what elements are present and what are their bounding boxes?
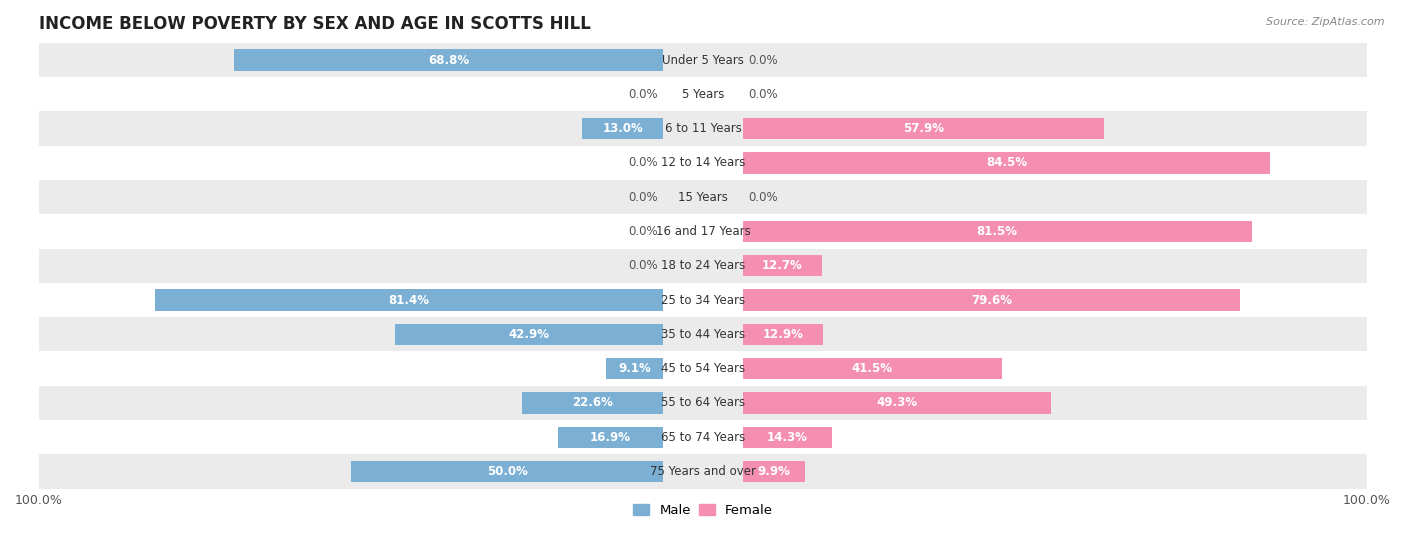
Text: 13.0%: 13.0% <box>602 122 643 135</box>
Bar <box>606 358 664 379</box>
Text: 35 to 44 Years: 35 to 44 Years <box>661 328 745 341</box>
Bar <box>39 43 1367 77</box>
Text: 22.6%: 22.6% <box>572 396 613 410</box>
Bar <box>742 290 1240 311</box>
Text: 84.5%: 84.5% <box>986 156 1028 170</box>
Text: 42.9%: 42.9% <box>509 328 550 341</box>
Text: 0.0%: 0.0% <box>628 259 658 272</box>
Bar <box>39 352 1367 386</box>
Text: 9.1%: 9.1% <box>619 362 651 375</box>
Bar <box>39 77 1367 112</box>
Text: 79.6%: 79.6% <box>970 294 1012 306</box>
Text: 68.8%: 68.8% <box>427 54 470 66</box>
Text: 0.0%: 0.0% <box>628 191 658 204</box>
Text: Source: ZipAtlas.com: Source: ZipAtlas.com <box>1267 17 1385 27</box>
Bar <box>155 290 664 311</box>
Text: 65 to 74 Years: 65 to 74 Years <box>661 431 745 444</box>
Text: 9.9%: 9.9% <box>758 465 790 478</box>
Text: INCOME BELOW POVERTY BY SEX AND AGE IN SCOTTS HILL: INCOME BELOW POVERTY BY SEX AND AGE IN S… <box>39 15 591 33</box>
Bar <box>558 426 664 448</box>
Bar <box>742 152 1270 174</box>
Legend: Male, Female: Male, Female <box>627 498 779 522</box>
Bar <box>742 426 832 448</box>
Bar <box>39 386 1367 420</box>
Text: 16.9%: 16.9% <box>591 431 631 444</box>
Bar <box>39 283 1367 317</box>
Bar <box>39 454 1367 489</box>
Text: 81.4%: 81.4% <box>388 294 430 306</box>
Text: 0.0%: 0.0% <box>748 54 778 66</box>
Text: 6 to 11 Years: 6 to 11 Years <box>665 122 741 135</box>
Bar <box>39 112 1367 146</box>
Text: 41.5%: 41.5% <box>852 362 893 375</box>
Text: 0.0%: 0.0% <box>748 88 778 101</box>
Bar <box>742 358 1002 379</box>
Text: Under 5 Years: Under 5 Years <box>662 54 744 66</box>
Bar <box>233 50 664 71</box>
Text: 75 Years and over: 75 Years and over <box>650 465 756 478</box>
Text: 15 Years: 15 Years <box>678 191 728 204</box>
Text: 12.9%: 12.9% <box>762 328 804 341</box>
Bar <box>39 420 1367 454</box>
Bar <box>352 461 664 482</box>
Text: 57.9%: 57.9% <box>903 122 943 135</box>
Text: 55 to 64 Years: 55 to 64 Years <box>661 396 745 410</box>
Bar <box>39 249 1367 283</box>
Bar <box>39 214 1367 249</box>
Bar <box>39 317 1367 352</box>
Bar <box>39 146 1367 180</box>
Bar <box>742 221 1251 242</box>
Text: 14.3%: 14.3% <box>768 431 808 444</box>
Bar <box>742 392 1050 413</box>
Text: 12.7%: 12.7% <box>762 259 803 272</box>
Text: 0.0%: 0.0% <box>628 156 658 170</box>
Text: 0.0%: 0.0% <box>628 88 658 101</box>
Bar <box>742 255 823 276</box>
Bar <box>742 461 804 482</box>
Text: 25 to 34 Years: 25 to 34 Years <box>661 294 745 306</box>
Text: 18 to 24 Years: 18 to 24 Years <box>661 259 745 272</box>
Text: 49.3%: 49.3% <box>876 396 917 410</box>
Text: 0.0%: 0.0% <box>628 225 658 238</box>
Text: 16 and 17 Years: 16 and 17 Years <box>655 225 751 238</box>
Text: 5 Years: 5 Years <box>682 88 724 101</box>
Bar <box>742 118 1104 140</box>
Bar <box>522 392 664 413</box>
Text: 50.0%: 50.0% <box>486 465 527 478</box>
Text: 12 to 14 Years: 12 to 14 Years <box>661 156 745 170</box>
Bar <box>742 324 824 345</box>
Bar <box>582 118 664 140</box>
Bar <box>395 324 664 345</box>
Text: 45 to 54 Years: 45 to 54 Years <box>661 362 745 375</box>
Text: 0.0%: 0.0% <box>748 191 778 204</box>
Text: 81.5%: 81.5% <box>977 225 1018 238</box>
Bar <box>39 180 1367 214</box>
